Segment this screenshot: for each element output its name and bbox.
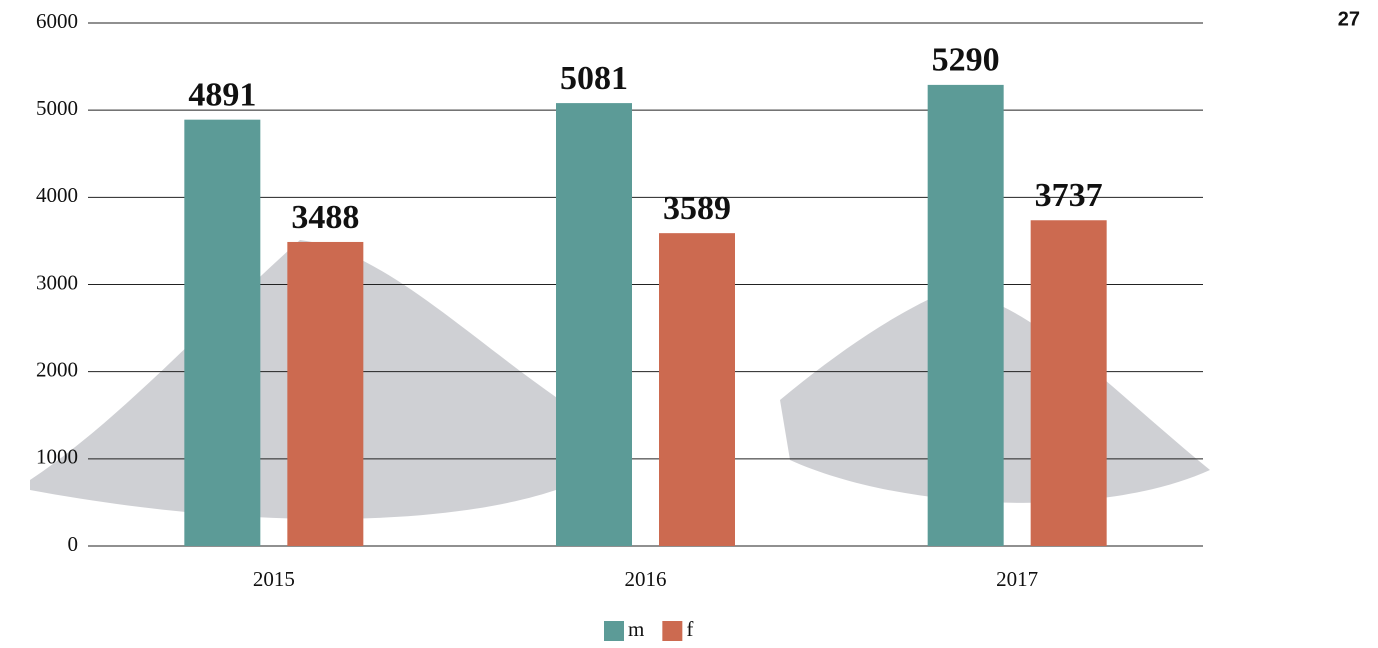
value-label: 5081 xyxy=(560,60,628,97)
y-tick-label: 3000 xyxy=(36,270,78,294)
legend-label: m xyxy=(628,617,644,641)
value-label: 3737 xyxy=(1035,177,1103,214)
bar xyxy=(556,103,632,546)
bar xyxy=(184,119,261,546)
value-label: 5290 xyxy=(932,42,1000,79)
bar xyxy=(927,84,1004,546)
y-tick-label: 1000 xyxy=(36,445,78,469)
x-tick-label: 2015 xyxy=(253,567,295,591)
value-label: 4891 xyxy=(188,76,256,113)
x-tick-label: 2016 xyxy=(625,567,667,591)
legend-label: f xyxy=(686,617,693,641)
page-number: 27 xyxy=(1338,8,1360,30)
y-tick-label: 2000 xyxy=(36,357,78,381)
legend-swatch xyxy=(662,621,683,641)
y-tick-label: 4000 xyxy=(36,183,78,207)
x-tick-label: 2017 xyxy=(996,567,1038,591)
bar xyxy=(287,241,364,547)
y-tick-label: 6000 xyxy=(36,9,78,33)
y-tick-label: 5000 xyxy=(36,96,78,120)
legend-swatch xyxy=(604,621,624,641)
bar xyxy=(1030,220,1107,546)
y-tick-label: 0 xyxy=(68,532,79,556)
bar xyxy=(659,233,735,547)
value-label: 3589 xyxy=(663,190,731,227)
value-label: 3488 xyxy=(291,199,359,236)
